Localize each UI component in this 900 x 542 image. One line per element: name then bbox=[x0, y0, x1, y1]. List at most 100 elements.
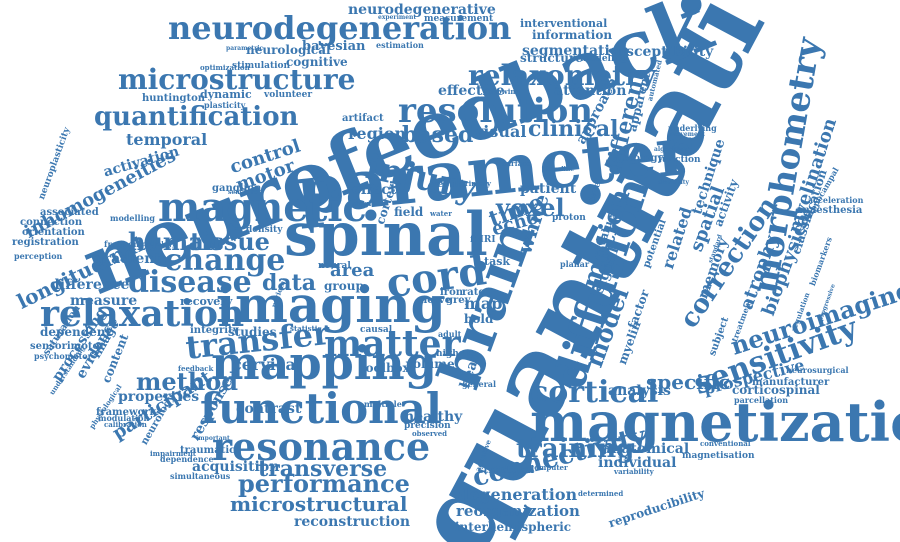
word-simultaneous: simultaneous bbox=[170, 471, 231, 481]
word-task: task bbox=[484, 255, 511, 268]
word-field: field bbox=[394, 205, 424, 219]
word-clinical: clinical bbox=[528, 116, 619, 142]
word-adult: adult bbox=[438, 329, 462, 339]
word-patient: patient bbox=[520, 181, 577, 197]
word-gradient: gradient bbox=[94, 251, 161, 267]
word-tissue: tissue bbox=[190, 227, 270, 256]
word-statistic: statistic bbox=[290, 324, 322, 333]
word-performance: performance bbox=[238, 469, 410, 498]
word-orientation: orientation bbox=[22, 227, 85, 238]
word-important: important bbox=[196, 435, 230, 442]
word-multiple: multiple bbox=[364, 399, 402, 409]
word-traumatic: traumatic bbox=[180, 445, 236, 456]
word-connection: connection bbox=[20, 217, 83, 228]
word-map: map bbox=[464, 294, 503, 313]
word-cortical: cortical bbox=[530, 375, 659, 410]
word-anaesthesia: anaesthesia bbox=[796, 205, 863, 216]
word-biomarkers: biomarkers bbox=[807, 235, 834, 288]
word-recovery: recovery bbox=[180, 295, 233, 308]
word-sensitive: sensitive bbox=[228, 189, 258, 196]
word-resonance: resonance bbox=[212, 424, 431, 469]
word-parcellation: parcellation bbox=[734, 395, 789, 405]
word-dynamic: dynamic bbox=[200, 88, 252, 101]
word-planar: planar bbox=[560, 259, 590, 269]
word-precision: precision bbox=[404, 421, 451, 431]
word-neurodegeneration: neurodegeneration bbox=[168, 9, 512, 47]
word-magnetisation: magnetisation bbox=[682, 451, 755, 461]
word-density: density bbox=[246, 225, 283, 235]
word-dependence: dependence bbox=[160, 454, 214, 464]
word-function: function bbox=[658, 155, 701, 165]
word-neurological: neurological bbox=[246, 43, 331, 57]
word-degeneration: degeneration bbox=[458, 485, 578, 504]
word-volume: volume bbox=[406, 357, 455, 371]
word-visual: visual bbox=[474, 122, 527, 141]
word-baseline: baseline bbox=[546, 166, 575, 173]
word-information: information bbox=[532, 28, 613, 42]
word-cervical: cervical bbox=[232, 355, 302, 374]
word-conventional: conventional bbox=[700, 439, 751, 448]
word-reconstruction: reconstruction bbox=[294, 514, 411, 530]
word-microstructural: microstructural bbox=[230, 492, 408, 516]
word-cognitive: cognitive bbox=[286, 55, 348, 69]
word-interhemispheric: interhemispheric bbox=[455, 520, 572, 534]
word-rate: rate bbox=[462, 287, 485, 298]
word-calibration: calibration bbox=[104, 420, 147, 429]
word-modeling: modeling bbox=[580, 54, 628, 64]
word-determined: determined bbox=[578, 489, 624, 498]
word-resolution: resolution bbox=[398, 91, 594, 131]
word-computer: computer bbox=[530, 463, 568, 472]
word-neural: neural bbox=[318, 261, 351, 271]
word-mapping: mapping bbox=[211, 336, 437, 390]
word-dependent: dependent bbox=[40, 325, 112, 339]
word-transverse: transverse bbox=[258, 456, 388, 482]
word-microstructure: microstructure bbox=[118, 63, 356, 96]
word-manufacturer: manufacturer bbox=[752, 377, 830, 388]
word-magnetic: magnetic bbox=[158, 184, 367, 231]
word-neurodegenerative: neurodegenerative bbox=[348, 2, 496, 18]
word-region: region bbox=[348, 124, 407, 143]
word-susceptibility: susceptibility bbox=[608, 44, 714, 60]
word-anatomical: anatomical bbox=[602, 441, 690, 457]
word-sensorimotor: sensorimotor bbox=[30, 341, 105, 352]
word-training: training bbox=[516, 434, 635, 464]
word-spinal: spinal bbox=[284, 200, 488, 270]
word-relaxometry: relaxometry bbox=[468, 59, 657, 92]
word-reorganization: reorganization bbox=[456, 502, 580, 520]
word-neuroplasticity: neuroplasticity bbox=[37, 126, 73, 202]
word-huntington: huntington bbox=[142, 93, 206, 104]
word-associated: associated bbox=[40, 207, 99, 218]
word-effect: effect bbox=[352, 182, 397, 198]
word-impairment: impairment bbox=[150, 449, 197, 458]
word-method: method bbox=[136, 367, 238, 396]
word-following: following bbox=[484, 87, 521, 96]
word-surface: surface bbox=[502, 159, 531, 168]
word-measurement: measurement bbox=[424, 14, 494, 24]
word-magnetization: magnetization bbox=[530, 390, 900, 454]
word-volunteer: volunteer bbox=[264, 90, 313, 100]
word-change: change bbox=[164, 243, 286, 278]
word-individual: individual bbox=[598, 455, 677, 471]
word-group: group bbox=[324, 279, 364, 293]
word-histology: histology bbox=[612, 153, 664, 164]
word-quantification: quantification bbox=[94, 102, 299, 132]
word-acceleration: acceleration bbox=[808, 195, 864, 205]
word-corticospinal: corticospinal bbox=[732, 383, 820, 397]
word-structural: structural bbox=[478, 465, 535, 476]
word-data: data bbox=[262, 270, 317, 296]
word-experiment: experiment bbox=[378, 14, 417, 21]
word-disease: disease bbox=[128, 265, 252, 300]
word-primary: primary bbox=[460, 179, 491, 188]
word-imaging: imaging bbox=[216, 275, 446, 334]
word-fmri: fMRI bbox=[470, 235, 496, 245]
word-voxel: voxel bbox=[496, 193, 565, 222]
word-artifact: artifact bbox=[342, 113, 384, 124]
word-algorithm: algorithm bbox=[654, 146, 688, 153]
word-plasticity: plasticity bbox=[204, 100, 246, 110]
word-specific: specific bbox=[646, 370, 731, 394]
word-underlying: underlying bbox=[668, 123, 717, 133]
word-attention: attention bbox=[554, 83, 627, 99]
word-ganglion: ganglion bbox=[212, 183, 262, 194]
word-iron: iron bbox=[440, 287, 464, 298]
